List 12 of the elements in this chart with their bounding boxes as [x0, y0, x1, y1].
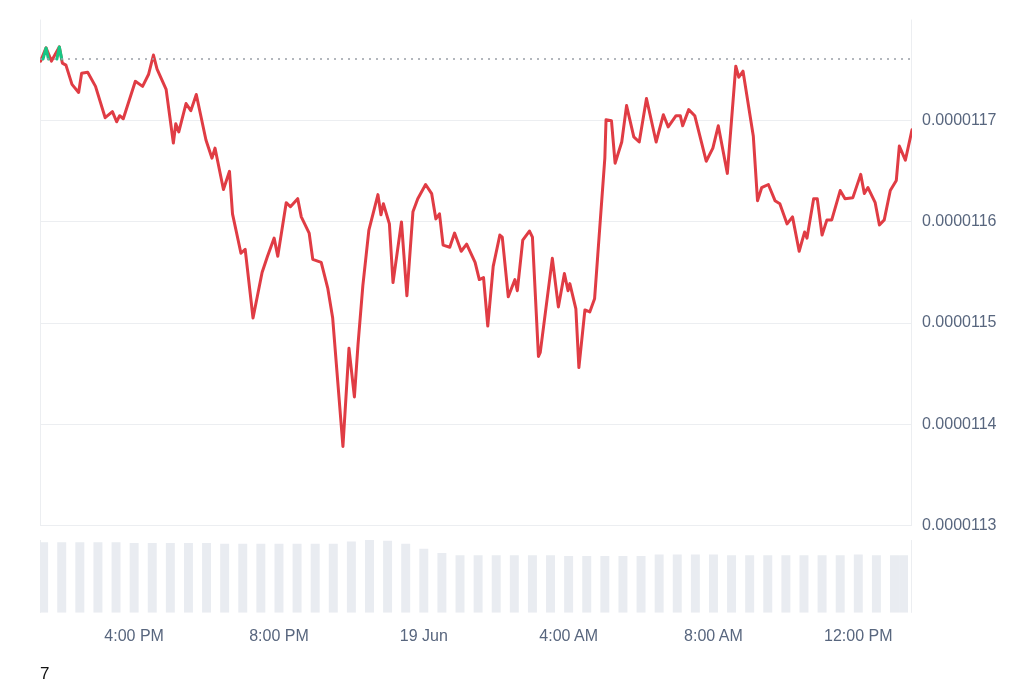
y-tick-label: 0.0000117: [922, 111, 997, 129]
x-tick-label: 19 Jun: [399, 626, 448, 644]
y-tick-label: 0.0000115: [922, 313, 997, 331]
y-tick-label: 0.0000113: [922, 515, 997, 533]
x-tick-label: 12:00 PM: [824, 626, 893, 644]
x-tick-label: 4:00 PM: [104, 626, 164, 644]
x-tick-label: 8:00 PM: [249, 626, 309, 644]
y-tick-label: 0.0000114: [922, 414, 997, 432]
text: 7: [40, 664, 50, 683]
x-tick-label: 4:00 AM: [539, 626, 598, 644]
x-tick-label: 8:00 AM: [684, 626, 743, 644]
y-tick-label: 0.0000116: [922, 212, 997, 230]
